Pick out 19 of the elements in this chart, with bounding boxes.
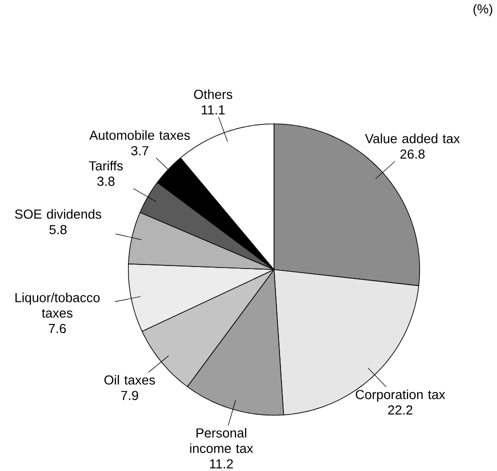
slice-label: Tariffs	[88, 160, 123, 171]
data-label: 3.7	[131, 146, 148, 156]
slice-label: Personal income tax	[190, 428, 254, 454]
data-label: 26.8	[400, 150, 425, 159]
slice-label: Others	[194, 90, 232, 100]
data-label: 3.8	[97, 176, 114, 186]
data-label: 7.6	[48, 324, 66, 334]
data-label: 5.8	[49, 225, 67, 234]
slice-label: Corporation tax	[356, 390, 446, 402]
slice-label: Automobile taxes	[89, 130, 190, 140]
data-label: 7.9	[121, 390, 138, 400]
data-label: 22.2	[388, 406, 412, 415]
text: (%)	[474, 4, 492, 16]
slice-label: Oil taxes	[104, 375, 155, 385]
slice-label: Liquor/tobacco taxes	[15, 292, 100, 318]
slice-label: SOE dividends	[15, 209, 102, 219]
data-label: 11.1	[202, 105, 225, 114]
slice-label: Value added tax	[364, 134, 460, 144]
data-label: 11.2	[210, 459, 233, 468]
